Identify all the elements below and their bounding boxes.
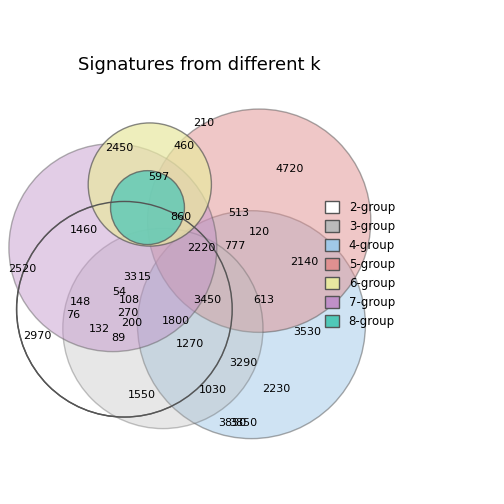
Text: 513: 513 [228,208,249,218]
Legend: 2-group, 3-group, 4-group, 5-group, 6-group, 7-group, 8-group: 2-group, 3-group, 4-group, 5-group, 6-gr… [325,201,395,328]
Text: 860: 860 [170,212,191,222]
Circle shape [138,211,365,438]
Text: 613: 613 [253,295,274,305]
Text: 148: 148 [70,296,91,306]
Circle shape [9,144,217,352]
Text: 33: 33 [123,272,137,282]
Text: 1550: 1550 [128,391,156,401]
Text: 120: 120 [248,227,270,237]
Text: 2230: 2230 [262,384,290,394]
Text: 210: 210 [193,118,214,128]
Text: 4720: 4720 [276,164,304,174]
Text: 2450: 2450 [105,143,133,153]
Text: 460: 460 [174,141,195,151]
Title: Signatures from different k: Signatures from different k [78,56,321,74]
Text: 1270: 1270 [176,339,204,349]
Text: 2520: 2520 [8,264,36,274]
Text: 2220: 2220 [187,242,216,253]
Text: 132: 132 [88,324,109,334]
Circle shape [63,228,263,428]
Text: 777: 777 [224,241,245,251]
Text: 76: 76 [66,310,80,321]
Text: 54: 54 [112,287,126,296]
Text: 3850: 3850 [218,418,246,428]
Text: 1030: 1030 [199,385,227,395]
Text: 2970: 2970 [23,331,51,341]
Text: 3290: 3290 [230,358,258,368]
Text: 1800: 1800 [162,316,190,326]
Circle shape [110,171,184,244]
Text: 597: 597 [148,172,170,182]
Text: 3850: 3850 [230,418,258,428]
Circle shape [88,123,211,246]
Text: 270: 270 [117,308,139,318]
Text: 15: 15 [138,272,152,282]
Circle shape [148,109,371,332]
Text: 3530: 3530 [293,328,321,337]
Text: 89: 89 [111,333,125,343]
Text: 200: 200 [121,318,143,328]
Text: 1460: 1460 [70,225,98,235]
Text: 108: 108 [119,295,140,305]
Text: 2140: 2140 [290,257,318,267]
Text: 3450: 3450 [193,295,221,305]
